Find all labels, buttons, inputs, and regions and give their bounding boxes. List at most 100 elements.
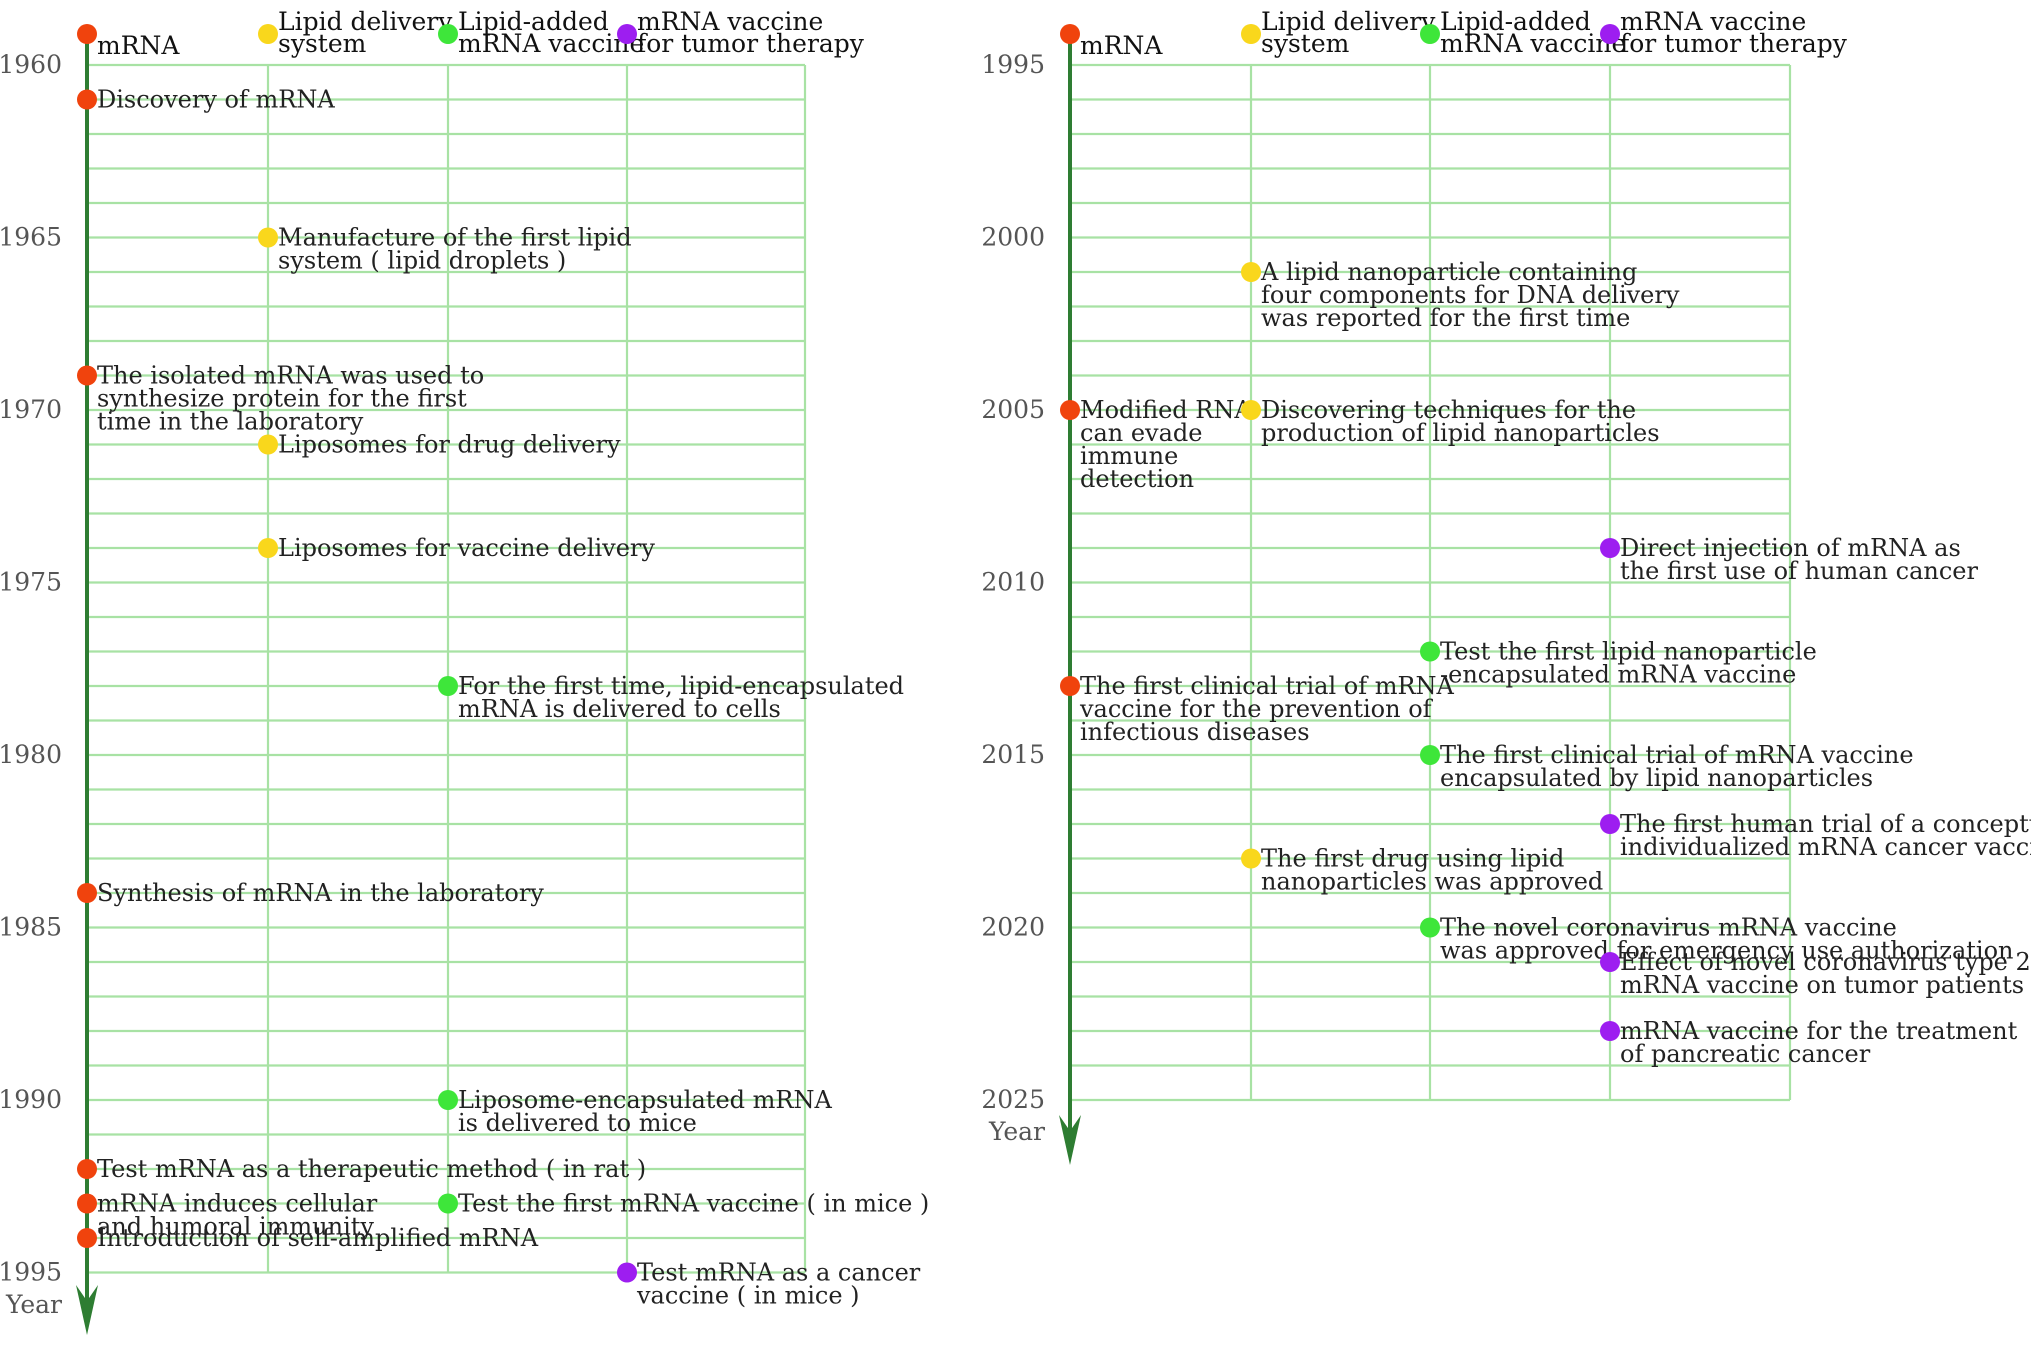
event-label: immune (1080, 442, 1178, 470)
category-header-mrna: mRNA (97, 31, 180, 60)
legend-dot-mrna (1060, 24, 1080, 44)
event-label: is delivered to mice (458, 1109, 697, 1137)
event-dot-lipid_added (1420, 917, 1440, 938)
event-label: encapsulated by lipid nanoparticles (1440, 764, 1873, 792)
year-tick-label: 1970 (0, 395, 62, 424)
event-label: of pancreatic cancer (1620, 1040, 1871, 1068)
year-tick-label: 1975 (0, 568, 62, 597)
event-label: vaccine for the prevention of (1079, 695, 1434, 723)
event-label: Liposomes for vaccine delivery (278, 534, 655, 562)
event-label: Discovery of mRNA (97, 86, 335, 114)
event-label: mRNA vaccine for the treatment (1620, 1017, 2018, 1045)
event-dot-mrna (77, 1193, 97, 1214)
category-header-tumor: for tumor therapy (637, 29, 865, 58)
event-dot-mrna (77, 1228, 97, 1248)
event-label: individualized mRNA cancer vaccine (1620, 833, 2031, 861)
event-label: detection (1080, 465, 1194, 493)
category-header-lipid: Lipid delivery (278, 7, 453, 36)
event-label: synthesize protein for the first (97, 385, 467, 413)
timeline-panel-1: 1960 1965 1970 1975 1980 1985 1990 1995 Year mRNA… (0, 7, 929, 1335)
event-label: system ( lipid droplets ) (278, 247, 566, 275)
event-label: mRNA is delivered to cells (458, 695, 781, 723)
event-label: was reported for the first time (1261, 304, 1630, 332)
event-label: The isolated mRNA was used to (97, 362, 484, 390)
event-label: Discovering techniques for the (1261, 396, 1636, 424)
year-tick-label: 1985 (0, 913, 62, 942)
timeline-panel-2: 1995 2000 2005 2010 2015 2020 2025 Year mRNA Lipi… (981, 7, 2031, 1165)
legend-dot-lipid (258, 24, 278, 44)
category-header-lipid_added: mRNA vaccine (458, 29, 644, 58)
category-header-lipid: system (1261, 29, 1350, 58)
event-label: For the first time, lipid-encapsulated (458, 672, 904, 700)
event-label: Liposomes for drug delivery (278, 431, 621, 459)
event-dot-tumor (617, 1262, 637, 1283)
event-label: nanoparticles was approved (1261, 868, 1603, 896)
event-dot-lipid_added (438, 1193, 458, 1214)
event-dot-lipid (258, 434, 278, 455)
year-tick-label: 2025 (981, 1085, 1045, 1114)
legend-dot-mrna (77, 24, 97, 44)
event-label: vaccine ( in mice ) (636, 1282, 860, 1310)
event-dot-mrna (77, 365, 97, 386)
event-label: Modified RNA (1080, 396, 1252, 424)
event-dot-mrna (77, 1159, 97, 1179)
time-axis-arrowhead (76, 1285, 98, 1335)
event-dot-lipid_added (1420, 641, 1440, 662)
event-dot-lipid (1241, 848, 1261, 869)
year-tick-label: 2005 (981, 395, 1045, 424)
legend-dot-lipid (1241, 24, 1261, 44)
event-dot-lipid (258, 538, 278, 558)
event-dot-lipid (1241, 400, 1261, 420)
event-label: production of lipid nanoparticles (1261, 419, 1660, 447)
category-header-tumor: mRNA vaccine (1620, 7, 1806, 36)
event-dot-mrna (1060, 676, 1080, 696)
category-header-tumor: mRNA vaccine (637, 7, 823, 36)
legend-dot-lipid_added (1420, 24, 1440, 44)
category-header-lipid: Lipid delivery (1261, 7, 1436, 36)
event-label: time in the laboratory (97, 408, 364, 436)
event-dot-tumor (1600, 1021, 1620, 1041)
year-tick-label: 1980 (0, 740, 62, 769)
event-label: Effect of novel coronavirus type 2 (1620, 948, 2031, 976)
event-dot-lipid_added (438, 1090, 458, 1110)
event-label: four components for DNA delivery (1261, 281, 1680, 309)
event-label: Manufacture of the first lipid (278, 224, 632, 252)
event-label: mRNA induces cellular (97, 1190, 378, 1218)
event-label: Test mRNA as a therapeutic method ( in r… (97, 1155, 646, 1183)
category-header-lipid_added: Lipid-added (458, 7, 609, 36)
event-label: and humoral immunity (97, 1213, 374, 1241)
event-label: Test mRNA as a cancer (637, 1259, 921, 1287)
event-dot-tumor (1600, 952, 1620, 972)
year-tick-label: 1995 (981, 50, 1045, 79)
event-dot-mrna (77, 89, 97, 110)
year-tick-label: 2015 (981, 740, 1045, 769)
axis-label: Year (988, 1117, 1045, 1146)
event-dot-lipid (258, 227, 278, 248)
year-tick-label: 1965 (0, 223, 62, 252)
event-label: The first clinical trial of mRNA vaccine (1440, 741, 1914, 769)
legend-dot-tumor (1600, 24, 1620, 44)
event-label: The first clinical trial of mRNA (1080, 672, 1455, 700)
category-header-lipid_added: Lipid-added (1440, 7, 1591, 36)
year-tick-label: 2000 (981, 223, 1045, 252)
event-label: mRNA vaccine on tumor patients (1620, 971, 2024, 999)
event-label: was approved for emergency use authoriza… (1440, 937, 2013, 965)
event-label: can evade (1080, 419, 1202, 447)
event-dot-tumor (1600, 538, 1620, 558)
year-tick-label: 1995 (0, 1258, 62, 1287)
event-dot-mrna (1060, 400, 1080, 420)
category-header-lipid: system (278, 29, 367, 58)
year-tick-label: 1960 (0, 50, 62, 79)
axis-label: Year (5, 1290, 62, 1319)
category-header-lipid_added: mRNA vaccine (1440, 29, 1626, 58)
event-label: The first drug using lipid (1261, 845, 1564, 873)
year-tick-label: 2010 (981, 568, 1045, 597)
event-label: the first use of human cancer (1620, 557, 1978, 585)
legend-dot-lipid_added (438, 24, 458, 44)
legend-dot-tumor (617, 24, 637, 44)
event-dot-lipid_added (1420, 745, 1440, 765)
event-label: A lipid nanoparticle containing (1260, 258, 1637, 286)
event-label: The novel coronavirus mRNA vaccine (1440, 914, 1897, 942)
